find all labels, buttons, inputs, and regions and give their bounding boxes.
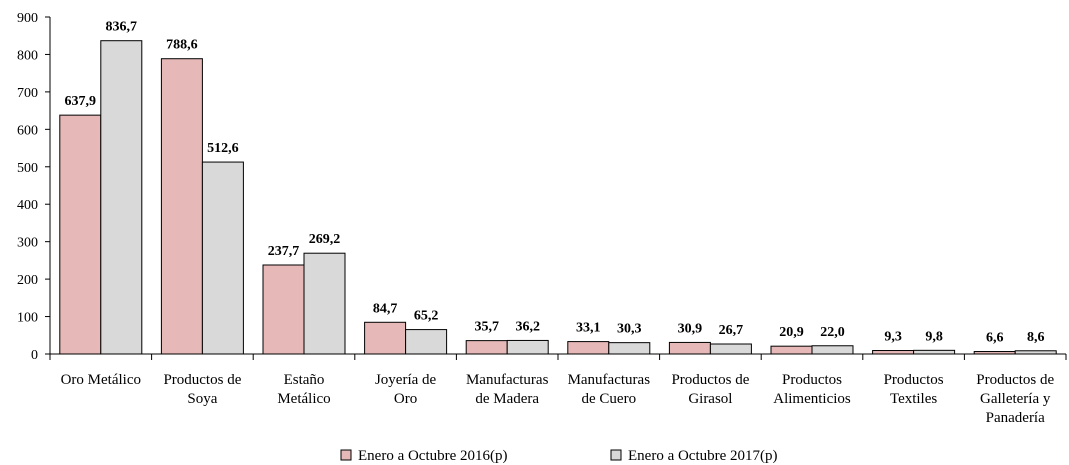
category-label: Soya [187,391,217,407]
bar-series-2-4 [506,339,549,355]
category-label: Productos [884,372,944,388]
legend-swatch-1 [340,449,352,461]
bar-series-2-6 [709,343,752,355]
bar-series-1-0 [59,114,102,355]
bar-series-2-8 [913,349,956,355]
data-label: 637,9 [65,94,97,109]
category-label: Productos de [976,372,1054,388]
data-label: 20,9 [779,325,804,340]
y-tick-label: 100 [17,311,38,326]
bar-series-1-7 [770,345,813,355]
category-label: Manufacturas [568,372,651,388]
legend: Enero a Octubre 2016(p) Enero a Octubre 2… [340,448,778,464]
data-labels: 637,9 836,7 788,6 512,6 237,7 269,2 84,7 65,2 35… [65,20,1045,346]
category-label: Manufacturas [466,372,549,388]
bar-series-2-1 [201,161,244,355]
y-tick-label: 700 [17,86,38,101]
data-label: 30,3 [617,322,642,337]
data-label: 6,6 [986,331,1004,346]
data-label: 8,6 [1027,330,1045,345]
category-label: Productos [782,372,842,388]
category-label: Oro [394,391,417,407]
y-tick-label: 400 [17,198,38,213]
bar-series-1-8 [872,350,915,355]
bar-series-2-0 [100,40,143,355]
bar-series-1-3 [364,321,407,355]
data-label: 33,1 [576,321,601,336]
legend-label-1: Enero a Octubre 2016(p) [358,448,508,464]
category-label: Alimenticios [773,391,851,407]
data-label: 26,7 [719,323,744,338]
data-label: 36,2 [515,319,540,334]
bar-series-1-6 [668,341,711,355]
category-label: Girasol [688,391,732,407]
category-label: de Cuero [582,391,637,407]
data-label: 269,2 [309,232,341,247]
bar-series-1-9 [973,351,1016,355]
data-label: 30,9 [678,321,703,336]
data-label: 788,6 [166,38,198,53]
bar-series-2-3 [405,329,448,355]
category-label: Estaño [284,372,325,388]
category-label: de Madera [475,391,539,407]
y-tick-label: 0 [31,348,38,363]
bar-series-2-9 [1014,350,1057,355]
bar-series-1-2 [262,264,305,355]
y-tick-label: 300 [17,236,38,251]
bar-series-2-2 [303,252,346,355]
data-label: 9,3 [884,330,902,345]
data-label: 84,7 [373,301,398,316]
bar-series-1-5 [567,341,610,355]
legend-label-2: Enero a Octubre 2017(p) [628,448,778,464]
bar-series-2-7 [811,345,854,355]
legend-swatch-2 [610,449,622,461]
category-label: Oro Metálico [61,372,141,388]
data-label: 836,7 [106,20,138,35]
data-label: 237,7 [268,244,300,259]
category-label: Joyería de [375,372,437,388]
data-label: 9,8 [925,329,943,344]
category-label: Panadería [986,410,1045,426]
data-label: 512,6 [207,141,239,156]
category-label: Metálico [277,391,330,407]
bars [59,40,1057,355]
category-label: Productos de [163,372,241,388]
y-tick-label: 900 [17,11,38,26]
data-label: 35,7 [474,320,499,335]
bar-series-1-1 [160,58,203,355]
bar-series-2-5 [608,342,651,355]
category-label: Textiles [890,391,937,407]
category-label: Productos de [671,372,749,388]
category-labels: Oro Metálico Productos de Soya Estaño Metáli… [61,372,1055,426]
y-tick-label: 200 [17,273,38,288]
y-tick-label: 800 [17,48,38,63]
data-label: 65,2 [414,309,439,324]
y-tick-label: 600 [17,123,38,138]
bar-series-1-4 [465,340,508,355]
y-tick-label: 500 [17,161,38,176]
data-label: 22,0 [820,325,845,340]
category-label: Galletería y [980,391,1051,407]
